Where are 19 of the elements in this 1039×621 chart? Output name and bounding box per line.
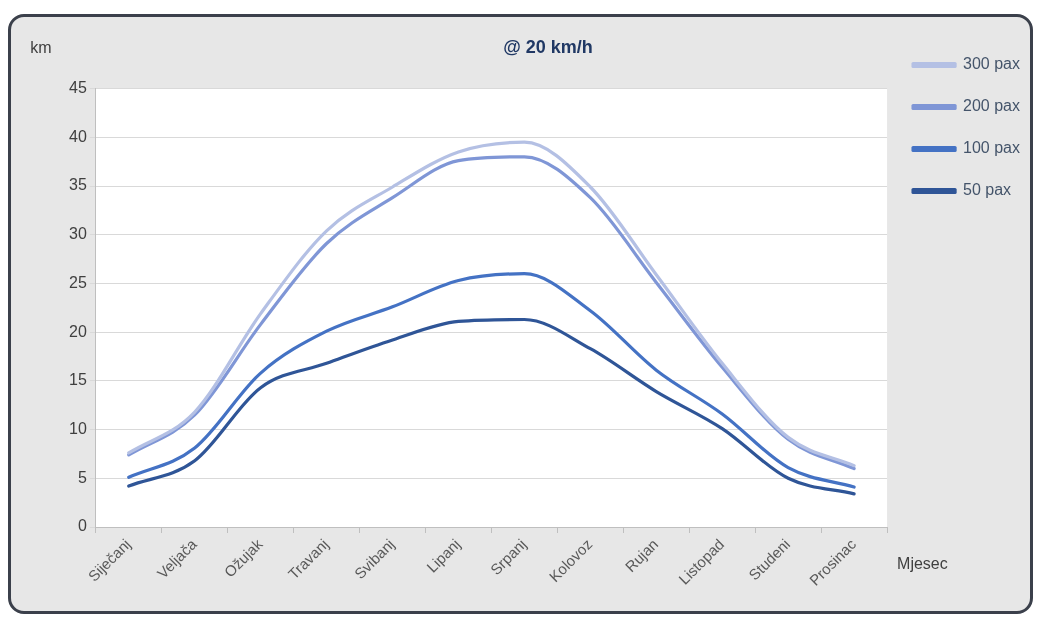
y-tick-label: 5 (77, 468, 87, 486)
y-tick-label: 25 (69, 273, 87, 291)
legend-label: 300 pax (963, 55, 1020, 73)
line-series (127, 272, 856, 489)
chart-title: @ 20 km/h (503, 36, 593, 57)
y-tick-label: 20 (69, 322, 87, 340)
y-tick-label: 0 (77, 517, 87, 535)
y-tick-label: 30 (69, 225, 87, 243)
legend-label: 100 pax (963, 139, 1020, 157)
y-tick-label: 35 (69, 176, 87, 194)
y-tick-label: 10 (69, 419, 87, 437)
y-tick-label: 15 (69, 371, 87, 389)
line-series (127, 317, 856, 496)
y-axis-title: km (30, 39, 52, 57)
y-tick-label: 40 (69, 127, 87, 145)
y-tick-label: 45 (69, 79, 87, 97)
x-axis-title: Mjesec (897, 555, 948, 573)
legend-label: 200 pax (963, 97, 1020, 115)
legend-label: 50 pax (963, 181, 1012, 199)
